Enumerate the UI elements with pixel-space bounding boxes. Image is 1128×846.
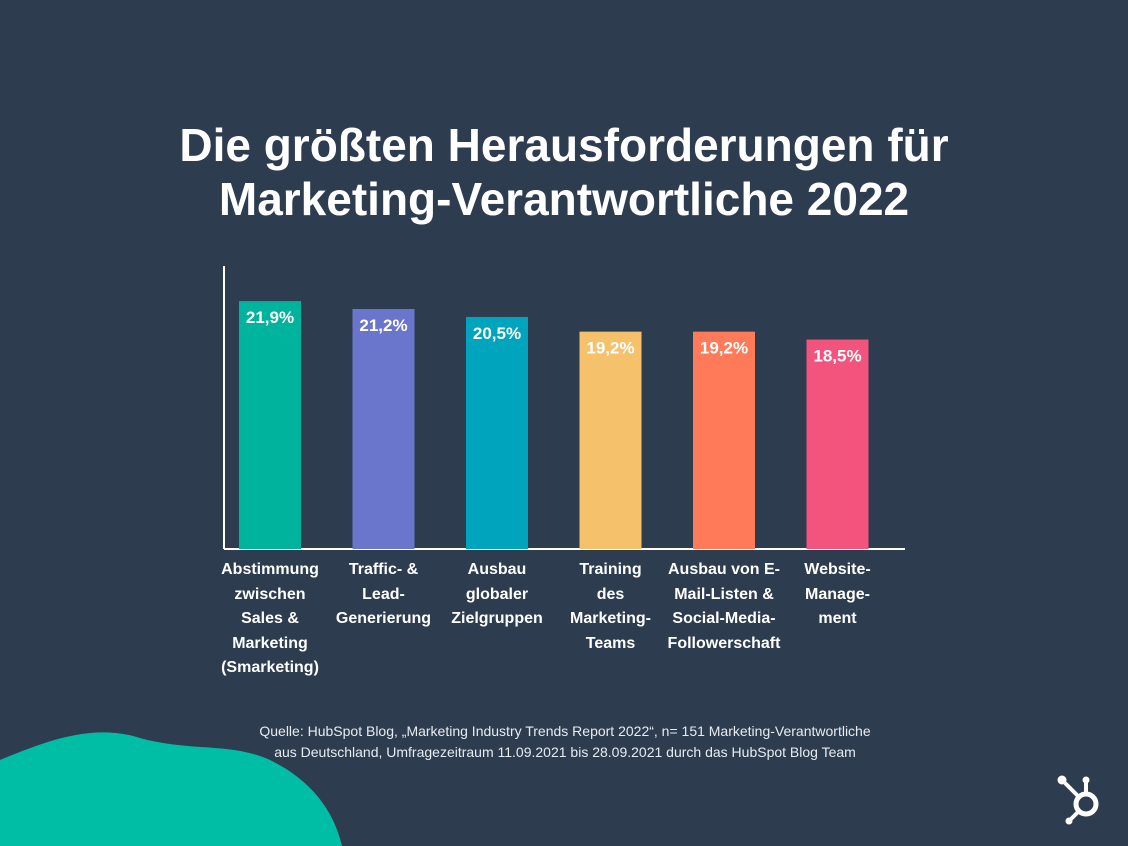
bar-4 (579, 331, 642, 549)
bar-6 (806, 339, 869, 549)
source-note: Quelle: HubSpot Blog, „Marketing Industr… (210, 721, 920, 763)
bar-value-label-3: 20,5% (473, 324, 521, 343)
source-line-1: Quelle: HubSpot Blog, „Marketing Industr… (259, 723, 871, 739)
bar-2 (352, 309, 415, 549)
bar-3 (466, 316, 528, 549)
bar-value-label-1: 21,9% (246, 308, 294, 327)
category-label-5: Ausbau von E- Mail-Listen & Social-Media… (667, 561, 781, 652)
bar-value-label-5: 19,2% (700, 339, 748, 358)
category-label-1: Abstimmung zwischen Sales & Marketing (S… (221, 561, 319, 676)
category-label-2: Traffic- & Lead- Generierung (335, 561, 432, 627)
bar-value-label-4: 19,2% (586, 339, 634, 358)
hubspot-sprocket-icon (1057, 775, 1099, 825)
category-label-3: Ausbau globaler Zielgruppen (451, 561, 543, 627)
title-line-1: Die größten Herausforderungen für (179, 119, 949, 171)
bar-5 (693, 331, 755, 549)
bar-1 (239, 301, 301, 549)
source-line-2: aus Deutschland, Umfragezeitraum 11.09.2… (274, 744, 856, 760)
bar-value-label-6: 18,5% (813, 347, 861, 366)
chart-title: Die größten Herausforderungen für Market… (0, 118, 1128, 226)
decorative-teal-blob (0, 732, 342, 846)
category-label-6: Website- Manage- ment (804, 561, 871, 627)
category-label-4: Training des Marketing- Teams (570, 561, 651, 652)
bar-value-label-2: 21,2% (359, 316, 407, 335)
title-line-2: Marketing-Verantwortliche 2022 (218, 173, 910, 225)
